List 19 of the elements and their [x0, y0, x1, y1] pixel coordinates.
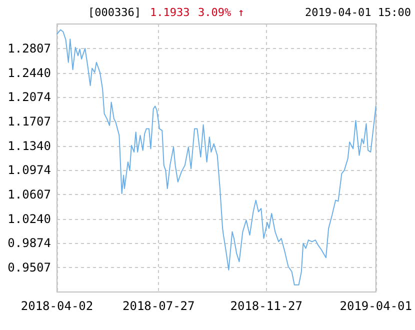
text: 2019-04-01 15:00 [305, 6, 412, 19]
y-tick-label: 1.0974 [8, 163, 51, 178]
y-tick-label: 1.1340 [8, 138, 51, 153]
line-series [56, 29, 376, 286]
text: 1.1933 [150, 6, 190, 19]
chart-title: [000336] [88, 6, 141, 19]
y-tick-label: 0.9507 [8, 260, 51, 275]
text: 3.09% ↑ [198, 6, 244, 19]
y-tick-label: 1.2074 [8, 90, 51, 104]
y-tick-label: 1.2440 [8, 66, 51, 80]
y-tick-label: 1.0240 [8, 212, 51, 226]
x-tick-label: 2018-07-27 [122, 299, 195, 313]
x-tick-label: 2019-04-01 [340, 299, 412, 313]
x-tick-label: 2018-11-27 [230, 299, 302, 313]
y-tick-label: 0.9874 [8, 236, 51, 250]
y-tick-label: 1.2807 [8, 41, 51, 56]
y-tick-label: 1.0607 [8, 188, 51, 202]
x-tick-label: 2018-04-02 [20, 299, 94, 313]
y-tick-label: 1.1707 [8, 114, 51, 128]
